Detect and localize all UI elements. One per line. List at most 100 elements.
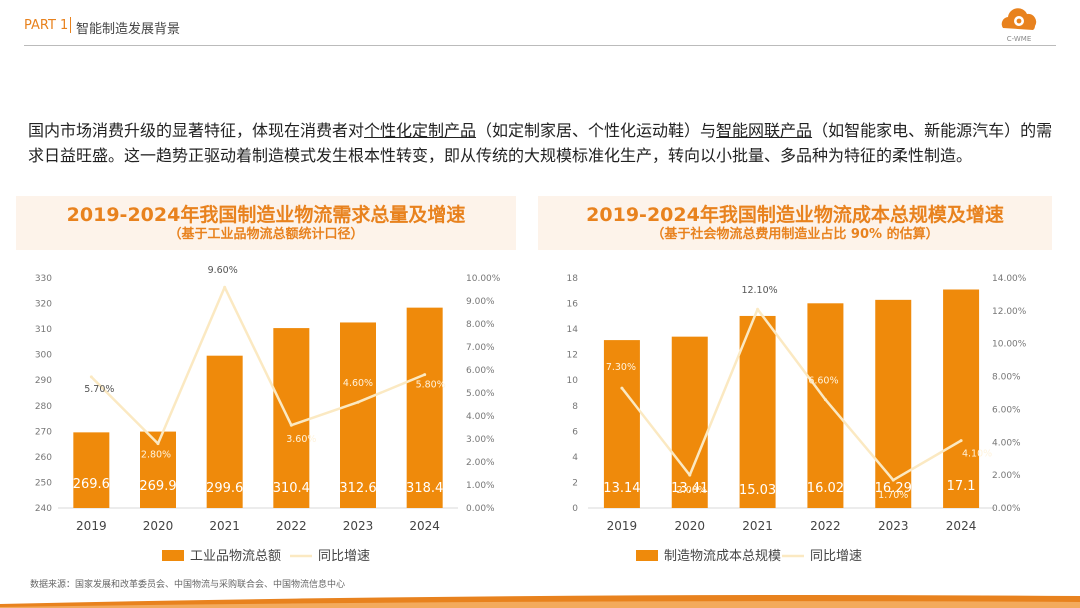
bottom-decoration	[0, 595, 1080, 608]
growth-point	[423, 373, 427, 377]
growth-label: 5.80%	[416, 380, 446, 391]
y-tick-label: 2	[572, 478, 578, 488]
part-label: PART 1	[24, 18, 69, 33]
highlight-smart-products: 智能网联产品	[716, 121, 813, 140]
x-tick-label: 2021	[209, 519, 240, 533]
y2-tick-label: 8.00%	[992, 373, 1021, 383]
legend-swatch-bar	[636, 550, 658, 561]
y-tick-label: 310	[35, 325, 52, 335]
x-tick-label: 2021	[742, 519, 773, 533]
y-tick-label: 4	[572, 453, 578, 463]
y-tick-label: 280	[35, 402, 52, 412]
bar-value-label: 16.02	[807, 481, 844, 496]
x-tick-label: 2019	[607, 519, 638, 533]
growth-label: 12.10%	[741, 285, 777, 296]
bar-value-label: 269.6	[73, 477, 110, 492]
y-tick-label: 260	[35, 453, 52, 463]
x-tick-label: 2020	[674, 519, 705, 533]
bar	[943, 289, 980, 508]
chart-logistics-cost: 0 2 4 6 8 10 12 14 16 18 0.00% 2.00% 4.00% 6.00% 8.00%…	[567, 274, 1027, 564]
bar-value-label: 310.4	[273, 481, 310, 496]
bar-value-label: 15.03	[739, 483, 776, 498]
x-tick-label: 2020	[143, 519, 174, 533]
y2-tick-label: 8.00%	[466, 320, 495, 330]
y2-tick-label: 9.00%	[466, 297, 495, 307]
legend-label: 工业品物流总额	[190, 549, 281, 564]
x-tick-label: 2024	[946, 519, 977, 533]
y2-tick-label: 10.00%	[466, 274, 501, 284]
legend-label: 同比增速	[318, 549, 370, 564]
bar-value-label: 269.9	[139, 479, 176, 494]
x-tick-label: 2022	[276, 519, 307, 533]
chart-logistics-demand: 240 250 260 270 280 290 300 310 320 330 0.00% 1.00%…	[35, 265, 501, 564]
chart2-subtitle: （基于社会物流总费用制造业占比 90% 的估算）	[651, 227, 939, 242]
bar	[406, 307, 443, 508]
chart1-title: 2019-2024年我国制造业物流需求总量及增速	[66, 204, 466, 226]
growth-point	[756, 307, 760, 311]
growth-label: 4.60%	[343, 378, 373, 389]
bar	[875, 299, 912, 508]
growth-point	[688, 473, 692, 477]
growth-label: 5.70%	[84, 384, 114, 395]
growth-label: 3.60%	[286, 434, 316, 445]
header: PART 1 智能制造发展背景 C-WME	[0, 0, 1080, 46]
bar	[807, 303, 844, 508]
chart2-title-box: 2019-2024年我国制造业物流成本总规模及增速 （基于社会物流总费用制造业占…	[538, 196, 1052, 250]
y2-tick-label: 7.00%	[466, 343, 495, 353]
bar-value-label: 318.4	[406, 481, 443, 496]
y2-tick-label: 4.00%	[466, 412, 495, 422]
y-tick-label: 300	[35, 351, 52, 361]
data-source: 数据来源：国家发展和改革委员会、中国物流与采购联合会、中国物流信息中心	[30, 580, 346, 590]
bar-value-label: 17.1	[947, 479, 976, 494]
bar-value-label: 13.14	[603, 481, 640, 496]
legend-swatch-bar	[162, 550, 184, 561]
y-tick-label: 8	[572, 402, 578, 412]
y-tick-label: 250	[35, 478, 52, 488]
y2-tick-label: 14.00%	[992, 274, 1027, 284]
y-tick-label: 320	[35, 300, 52, 310]
chart2-title: 2019-2024年我国制造业物流成本总规模及增速	[586, 204, 1004, 226]
growth-label: 6.60%	[808, 376, 838, 387]
bar-value-label: 16.29	[875, 481, 912, 496]
x-tick-label: 2023	[878, 519, 909, 533]
growth-label: 1.70%	[878, 490, 908, 501]
growth-point	[289, 423, 293, 427]
y2-tick-label: 1.00%	[466, 481, 495, 491]
chart1-subtitle: （基于工业品物流总额统计口径）	[168, 227, 364, 242]
growth-point	[89, 375, 93, 379]
logo-text: C-WME	[1007, 35, 1032, 43]
bar	[739, 315, 776, 508]
x-tick-label: 2022	[810, 519, 841, 533]
y2-tick-label: 6.00%	[992, 405, 1021, 415]
y-tick-label: 330	[35, 274, 52, 284]
growth-label: 4.10%	[962, 449, 992, 460]
y2-tick-label: 0.00%	[466, 504, 495, 514]
y2-tick-label: 0.00%	[992, 504, 1021, 514]
section-title: 智能制造发展背景	[76, 22, 181, 37]
x-tick-label: 2019	[76, 519, 107, 533]
y-tick-label: 16	[567, 300, 579, 310]
y2-tick-label: 6.00%	[466, 366, 495, 376]
y-tick-label: 14	[567, 325, 579, 335]
growth-point	[823, 398, 827, 402]
y-tick-label: 290	[35, 376, 52, 386]
y-tick-label: 12	[567, 351, 578, 361]
y2-tick-label: 4.00%	[992, 438, 1021, 448]
y-tick-label: 0	[572, 504, 578, 514]
chart1-title-box: 2019-2024年我国制造业物流需求总量及增速 （基于工业品物流总额统计口径）	[16, 196, 516, 250]
legend-label: 制造物流成本总规模	[664, 549, 781, 564]
x-tick-label: 2023	[343, 519, 374, 533]
highlight-custom-products: 个性化定制产品	[364, 121, 477, 140]
bar	[340, 322, 376, 508]
growth-point	[620, 386, 624, 390]
growth-point	[356, 400, 360, 404]
cloud-logo-icon: C-WME	[1001, 8, 1037, 43]
bar	[671, 336, 708, 508]
y2-tick-label: 10.00%	[992, 340, 1027, 350]
bar	[206, 355, 243, 508]
growth-point	[959, 439, 963, 443]
y2-tick-label: 3.00%	[466, 435, 495, 445]
y2-tick-label: 5.00%	[466, 389, 495, 399]
bar	[73, 432, 110, 508]
legend-label: 同比增速	[810, 549, 862, 564]
